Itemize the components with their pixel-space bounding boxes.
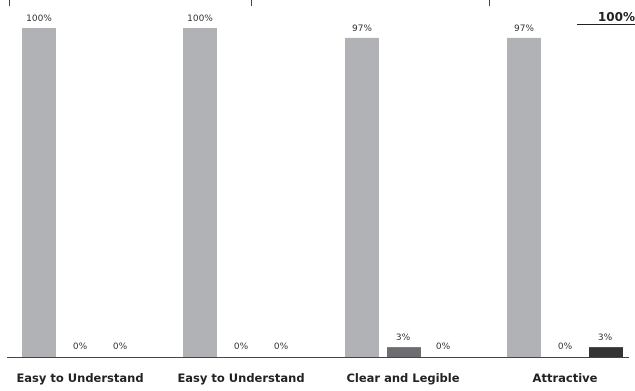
corner-annotation-label: 100% [598,10,635,24]
bar-4-1 [507,37,541,358]
corner-annotation: 100% [577,10,635,25]
labels-layer: 100% 0% 0% 100% 0% 0% 97% 3% 0% 97% 0% 3% [26,14,612,352]
data-label-2-1: 100% [187,14,213,24]
bar-2-1 [183,28,217,357]
bar-3-2 [387,347,421,357]
data-label-1-3: 0% [113,342,128,352]
data-label-3-2: 3% [396,333,411,343]
category-label-3: Clear and Legible [346,371,459,385]
data-label-4-1: 97% [514,24,534,34]
data-label-3-1: 97% [352,24,372,34]
category-labels-layer: Easy to Understand Easy to Understand Clea… [16,371,597,385]
axes-layer [7,0,629,358]
data-label-1-2: 0% [73,342,88,352]
bar-4-3 [589,347,623,357]
category-label-4: Attractive [533,371,598,385]
category-label-1: Easy to Understand [16,371,143,385]
data-label-3-3: 0% [436,342,451,352]
data-label-2-3: 0% [274,342,289,352]
data-label-1-1: 100% [26,14,52,24]
bar-1-1 [22,28,56,357]
data-label-4-3: 3% [598,333,613,343]
data-label-4-2: 0% [558,342,573,352]
category-label-2: Easy to Understand [177,371,304,385]
data-label-2-2: 0% [234,342,249,352]
bar-3-1 [345,37,379,358]
bars-layer [22,28,623,358]
